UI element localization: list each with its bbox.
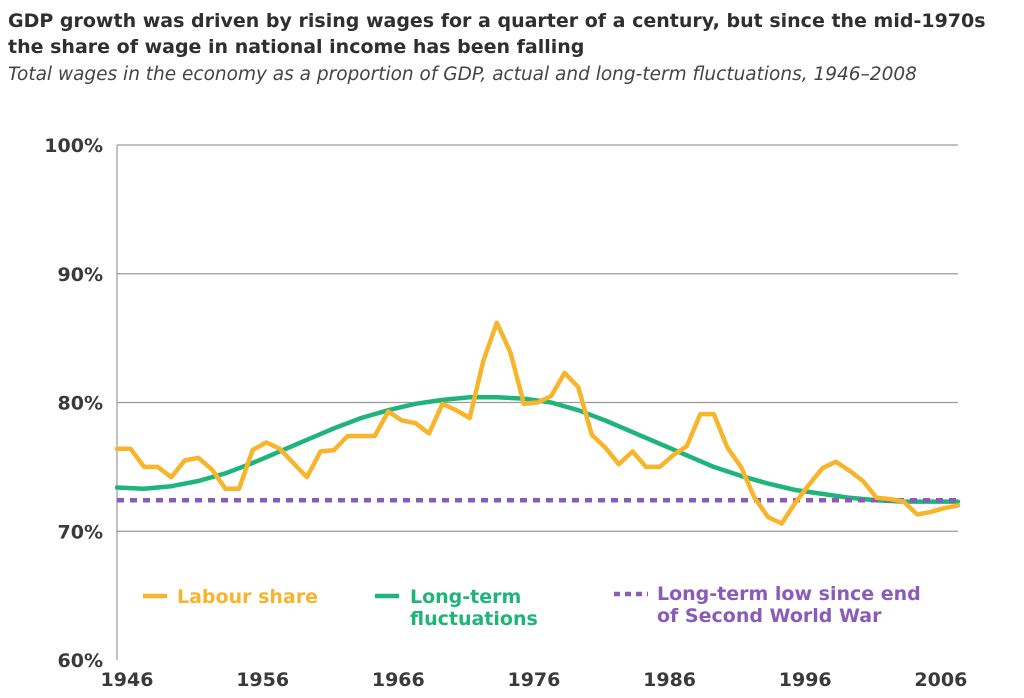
x-tick-label: 1996 [779, 669, 832, 691]
chart-subtitle: Total wages in the economy as a proporti… [8, 64, 917, 85]
y-tick-label: 70% [58, 521, 103, 543]
x-tick-label: 1956 [236, 669, 289, 691]
legend-label-long-term-low-line1: Long-term low since end [657, 583, 921, 605]
grid-lines [117, 144, 958, 532]
x-tick-label: 2006 [914, 669, 967, 691]
y-tick-label: 60% [58, 650, 103, 672]
y-tick-label: 100% [44, 135, 103, 157]
x-tick-label: 1946 [101, 669, 154, 691]
legend-label-long-term-low-line2: of Second World War [657, 605, 882, 627]
axes: 100% 90% 80% 70% 60%1946 1956 1966 1976 1986 1996… [44, 135, 967, 691]
series-lines [114, 320, 961, 526]
y-tick-label: 90% [58, 264, 103, 286]
series-line-0 [114, 320, 961, 526]
series-line-1 [114, 395, 961, 504]
y-tick-label: 80% [58, 393, 103, 415]
chart-title: GDP growth was driven by rising wages fo… [8, 10, 986, 58]
legend-label-long-term-line1: Long-term [410, 586, 521, 608]
x-tick-label: 1966 [372, 669, 425, 691]
x-tick-label: 1986 [643, 669, 696, 691]
x-tick-label: 1976 [507, 669, 560, 691]
legend-label-long-term-line2: fluctuations [410, 608, 538, 630]
legend-label-labour-share: Labour share [177, 586, 318, 608]
